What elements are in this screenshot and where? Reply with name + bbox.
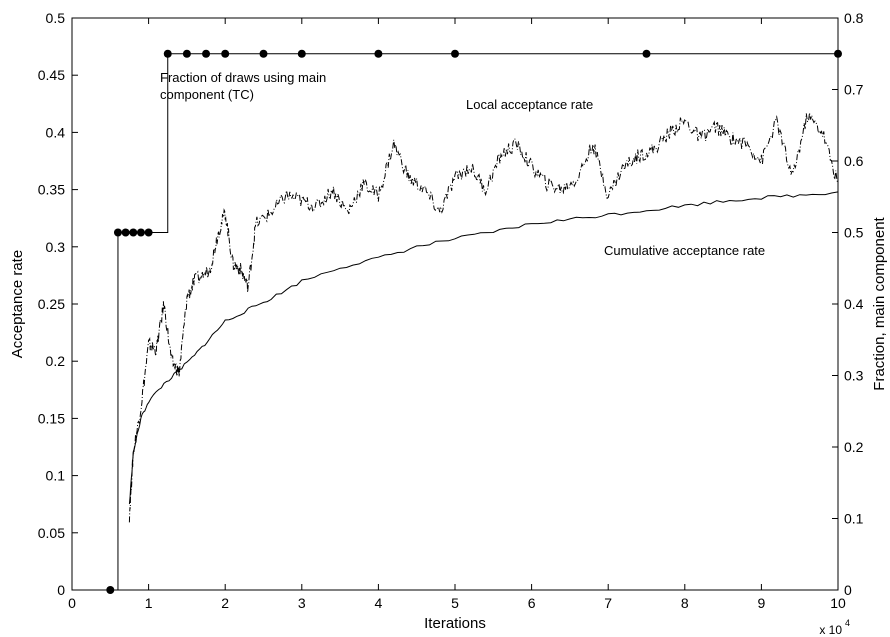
y-right-tick-label: 0.6: [844, 153, 864, 169]
y-right-tick-label: 0.8: [844, 10, 864, 26]
y-right-axis-label: Fraction, main component: [871, 216, 888, 390]
annotation-local: Local acceptance rate: [466, 97, 593, 112]
x-tick-label: 1: [145, 595, 153, 611]
y-left-tick-label: 0.05: [38, 525, 65, 541]
x-tick-label: 6: [528, 595, 536, 611]
fraction-marker: [834, 49, 842, 58]
x-axis-label: Iterations: [424, 615, 486, 632]
y-left-tick-label: 0.45: [38, 67, 65, 83]
y-right-tick-label: 0.7: [844, 82, 864, 98]
x-tick-label: 7: [604, 595, 612, 611]
x-multiplier-exponent: 4: [845, 618, 850, 628]
y-left-tick-label: 0.4: [46, 124, 66, 140]
annotation-fraction-line2: component (TC): [160, 87, 254, 102]
local-acceptance-line: [128, 112, 839, 523]
fraction-marker: [136, 228, 145, 237]
fraction-marker: [642, 49, 651, 58]
x-multiplier-base: x 10: [819, 623, 842, 637]
fraction-marker: [113, 228, 122, 237]
x-tick-label: 8: [681, 595, 689, 611]
annotation-cumulative: Cumulative acceptance rate: [604, 243, 765, 258]
fraction-step-line: [110, 53, 838, 591]
x-tick-label: 10: [830, 595, 846, 611]
cumulative-acceptance-line: [128, 191, 839, 505]
y-left-tick-label: 0.35: [38, 182, 65, 198]
fraction-marker: [163, 49, 172, 58]
y-left-axis-label: Acceptance rate: [9, 250, 26, 358]
fraction-marker: [129, 228, 138, 237]
y-left-tick-label: 0.3: [46, 239, 66, 255]
x-tick-label: 9: [758, 595, 766, 611]
y-left-tick-label: 0.25: [38, 296, 65, 312]
x-tick-label: 3: [298, 595, 306, 611]
y-right-tick-label: 0: [844, 582, 852, 598]
y-left-tick-label: 0.2: [46, 353, 66, 369]
x-tick-label: 5: [451, 595, 459, 611]
fraction-marker: [259, 49, 268, 58]
fraction-marker: [182, 49, 191, 58]
fraction-marker: [121, 228, 130, 237]
y-right-tick-label: 0.2: [844, 439, 864, 455]
y-left-tick-label: 0.5: [46, 10, 66, 26]
annotation-fraction-line1: Fraction of draws using main: [160, 70, 326, 85]
y-left-tick-label: 0.15: [38, 410, 65, 426]
x-multiplier-label: x 10: [819, 623, 842, 637]
y-left-ticks: 0 0.05 0.1 0.15 0.2 0.25 0.3 0.35 0.4 0.45 0.5: [38, 10, 78, 598]
x-tick-label: 4: [375, 595, 383, 611]
y-left-tick-label: 0: [57, 582, 65, 598]
y-right-tick-label: 0.3: [844, 368, 864, 384]
fraction-marker: [297, 49, 306, 58]
y-left-tick-label: 0.1: [46, 468, 66, 484]
fraction-marker: [451, 49, 459, 58]
fraction-marker: [106, 586, 115, 594]
y-right-tick-label: 0.1: [844, 511, 864, 527]
y-right-tick-label: 0.4: [844, 296, 864, 312]
series-layer: [106, 49, 842, 594]
fraction-marker: [202, 49, 211, 58]
x-tick-label: 0: [68, 595, 76, 611]
fraction-marker: [374, 49, 383, 58]
fraction-marker: [221, 49, 230, 58]
x-ticks: 0 1 2 3 4 5 6 7 8 9 10: [68, 18, 846, 611]
fraction-marker: [144, 228, 153, 237]
x-tick-label: 2: [221, 595, 229, 611]
y-right-ticks: 0 0.1 0.2 0.3 0.4 0.5 0.6 0.7 0.8: [832, 10, 864, 598]
y-right-tick-label: 0.5: [844, 225, 864, 241]
